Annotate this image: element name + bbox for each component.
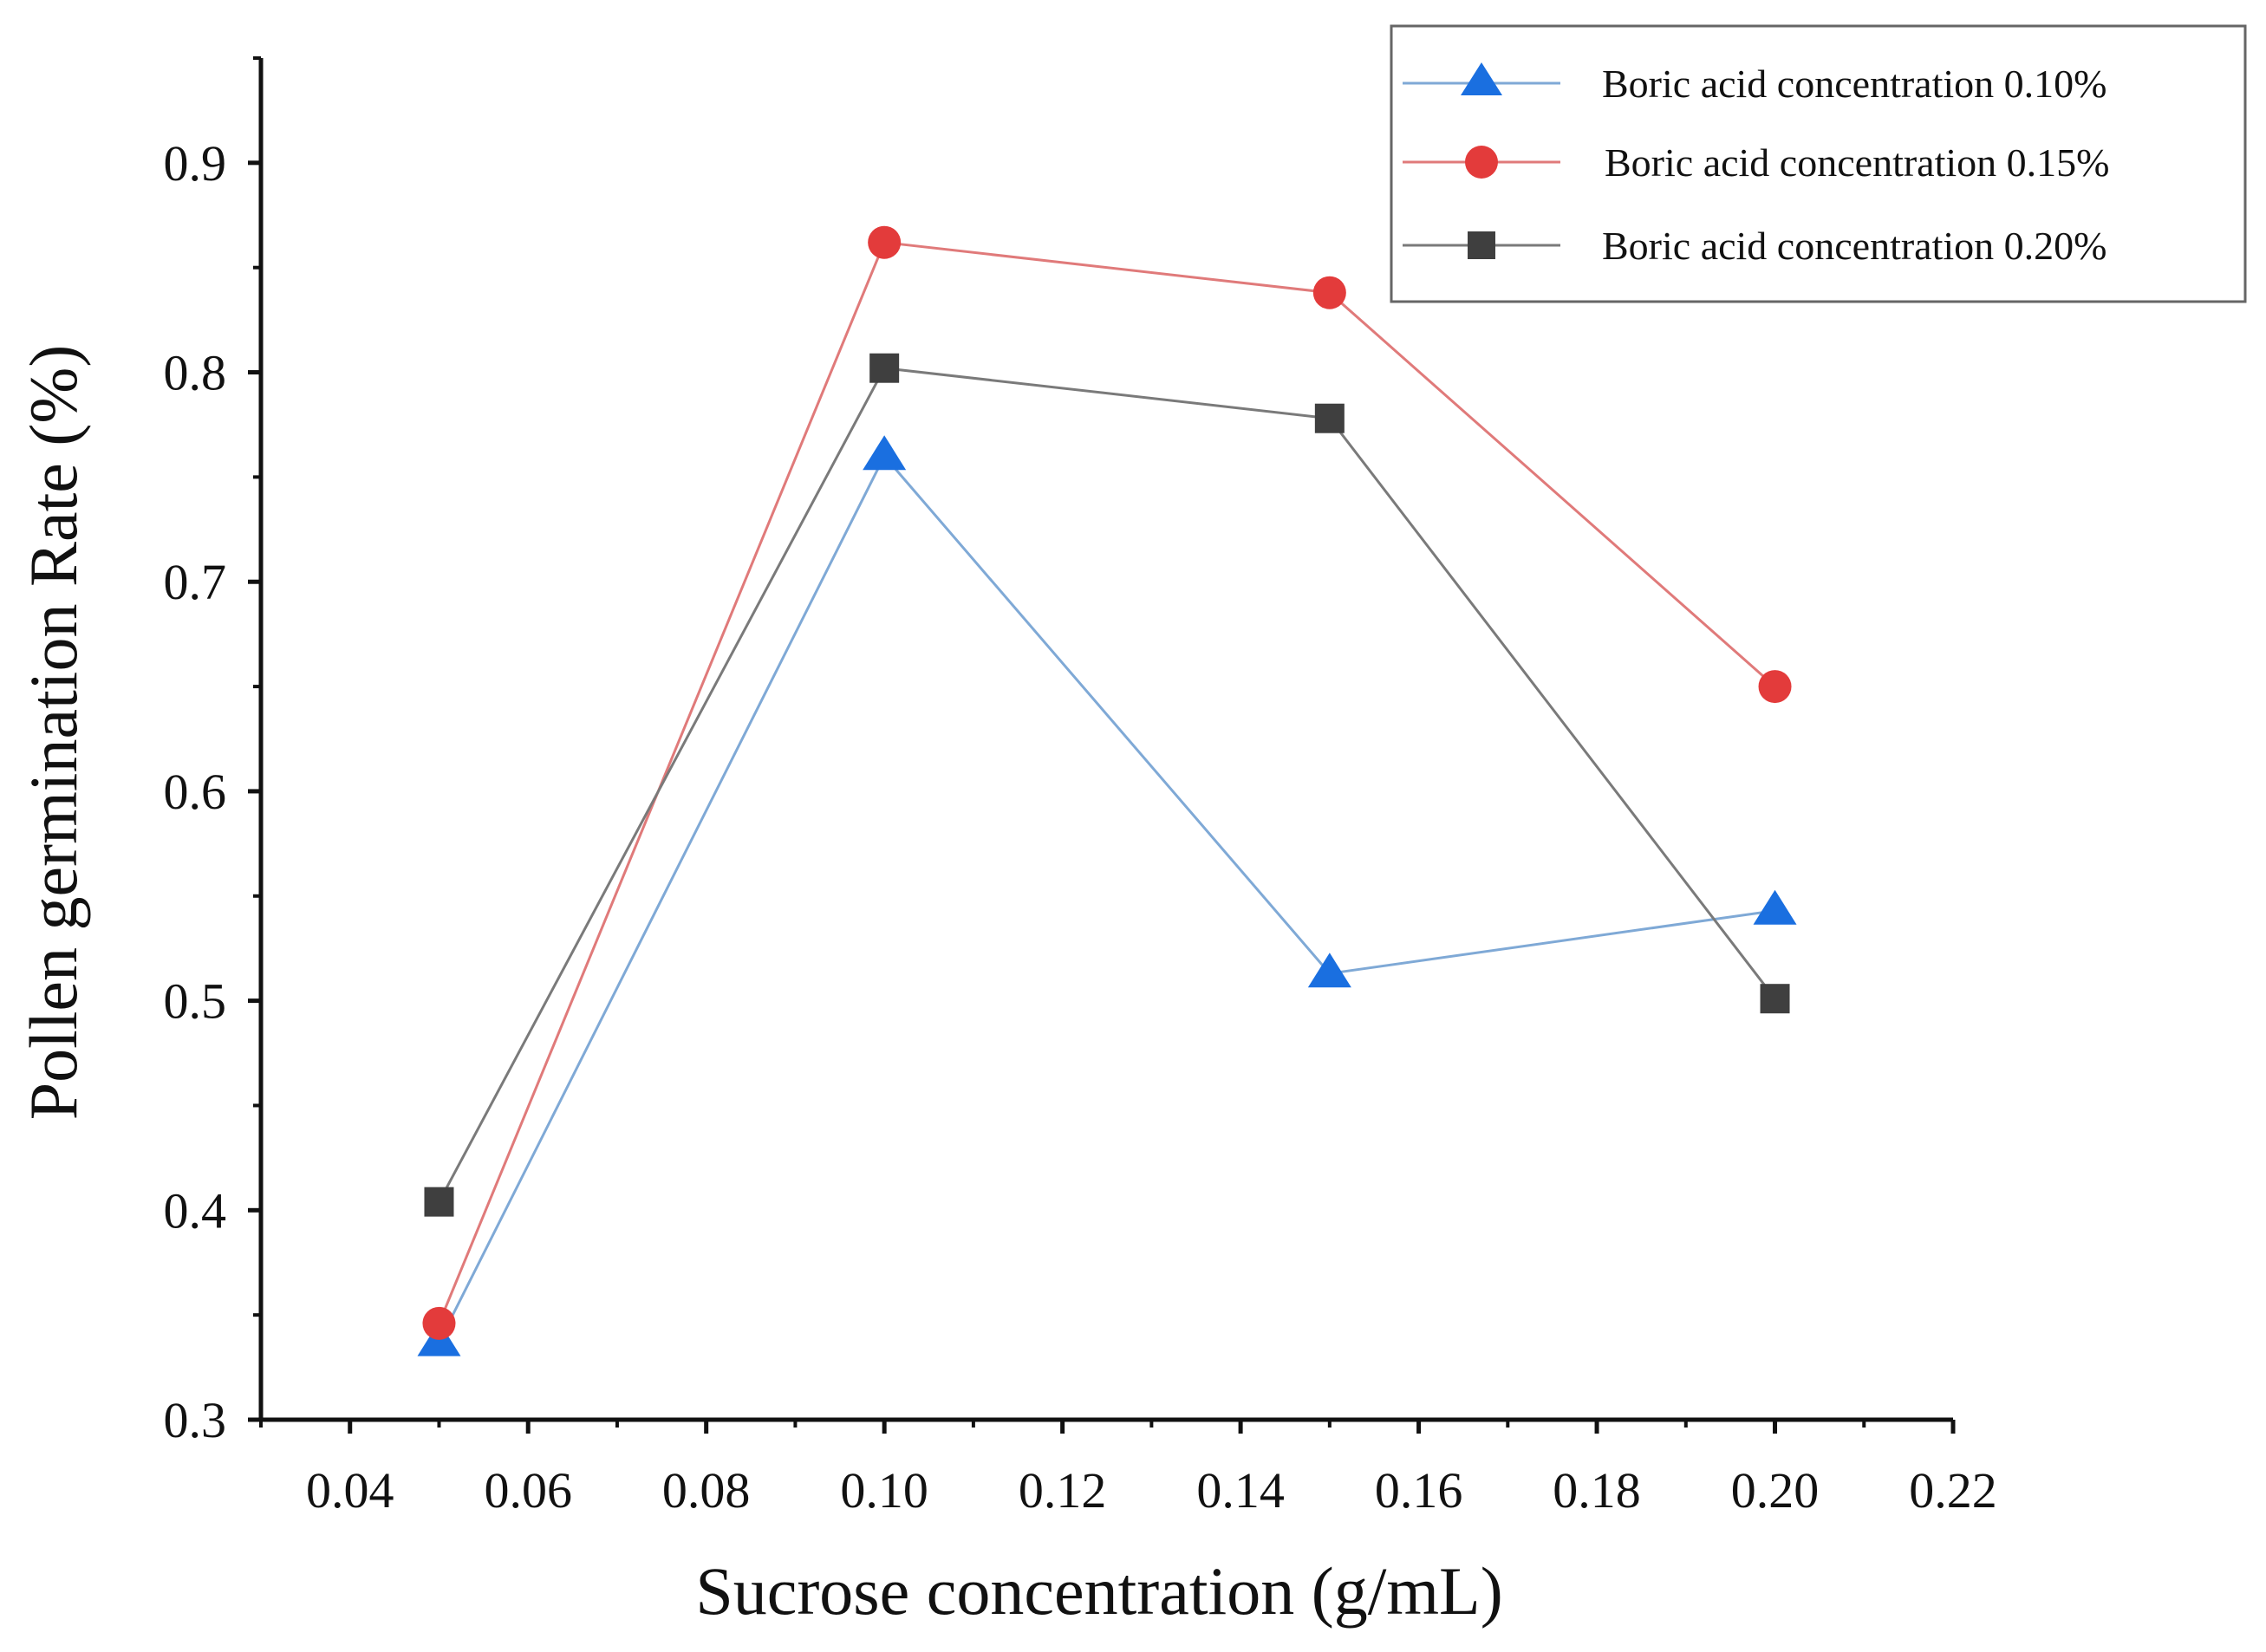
x-tick-label: 0.18 [1553, 1462, 1641, 1519]
x-tick-label: 0.08 [662, 1462, 751, 1519]
x-tick-label: 0.20 [1731, 1462, 1820, 1519]
legend-marker-triangle [1461, 62, 1502, 95]
y-tick-label: 0.5 [164, 973, 227, 1030]
data-point-boric-0-20-x0-2 [1760, 984, 1790, 1014]
data-point-boric-0-15-x0-05 [422, 1306, 456, 1340]
x-axis-ticks: 0.04 0.06 0.08 0.10 0.12 0.14 0.16 0.18 0.20 0.22 [259, 1420, 1997, 1519]
x-tick-label: 0.16 [1375, 1462, 1463, 1519]
data-point-boric-0-10-x0-2 [1753, 889, 1797, 925]
data-point-boric-0-15-x0-2 [1758, 670, 1792, 704]
y-tick-label: 0.8 [164, 345, 227, 401]
y-axis-title: Pollen germination Rate (%) [16, 345, 91, 1121]
y-tick-label: 0.3 [164, 1392, 227, 1448]
x-tick-label: 0.12 [1019, 1462, 1107, 1519]
x-tick-label: 0.04 [306, 1462, 394, 1519]
legend-label-boric-0-15: Boric acid concentration 0.15% [1605, 140, 2109, 185]
data-point-boric-0-20-x0-05 [424, 1187, 454, 1217]
y-axis-ticks: 0.3 0.4 0.5 0.6 0.7 0.8 0.9 [164, 56, 261, 1448]
legend-label-boric-0-20: Boric acid concentration 0.20% [1602, 224, 2106, 268]
x-tick-label: 0.10 [840, 1462, 928, 1519]
data-point-boric-0-15-x0-1 [868, 225, 902, 259]
y-tick-label: 0.9 [164, 135, 227, 192]
series-lines [438, 241, 1776, 1343]
legend-entry-boric-0-20: Boric acid concentration 0.20% [1403, 224, 2106, 268]
data-point-boric-0-15-x0-15 [1312, 276, 1346, 309]
y-tick-label: 0.6 [164, 764, 227, 820]
legend-label-boric-0-10: Boric acid concentration 0.10% [1602, 62, 2106, 106]
y-tick-label: 0.7 [164, 554, 227, 610]
data-point-boric-0-20-x0-15 [1314, 403, 1345, 433]
legend-entry-boric-0-10: Boric acid concentration 0.10% [1403, 62, 2106, 106]
data-point-boric-0-10-x0-15 [1307, 953, 1351, 988]
x-tick-label: 0.14 [1196, 1462, 1285, 1519]
data-point-boric-0-10-x0-1 [863, 435, 907, 471]
series-line-boric-0-10 [438, 453, 1775, 1343]
y-tick-label: 0.4 [164, 1182, 227, 1239]
x-axis-title: Sucrose concentration (g/mL) [695, 1553, 1502, 1629]
x-tick-label: 0.06 [484, 1462, 572, 1519]
legend: Boric acid concentration 0.10% Boric aci… [1390, 24, 2247, 303]
legend-entry-boric-0-15: Boric acid concentration 0.15% [1403, 140, 2109, 185]
x-tick-label: 0.22 [1909, 1462, 1997, 1519]
legend-box [1390, 24, 2247, 303]
legend-marker-square [1468, 231, 1495, 259]
series-markers [417, 225, 1797, 1356]
series-line-boric-0-20 [438, 367, 1776, 1203]
data-point-boric-0-20-x0-1 [869, 353, 900, 383]
legend-marker-circle [1465, 146, 1498, 179]
